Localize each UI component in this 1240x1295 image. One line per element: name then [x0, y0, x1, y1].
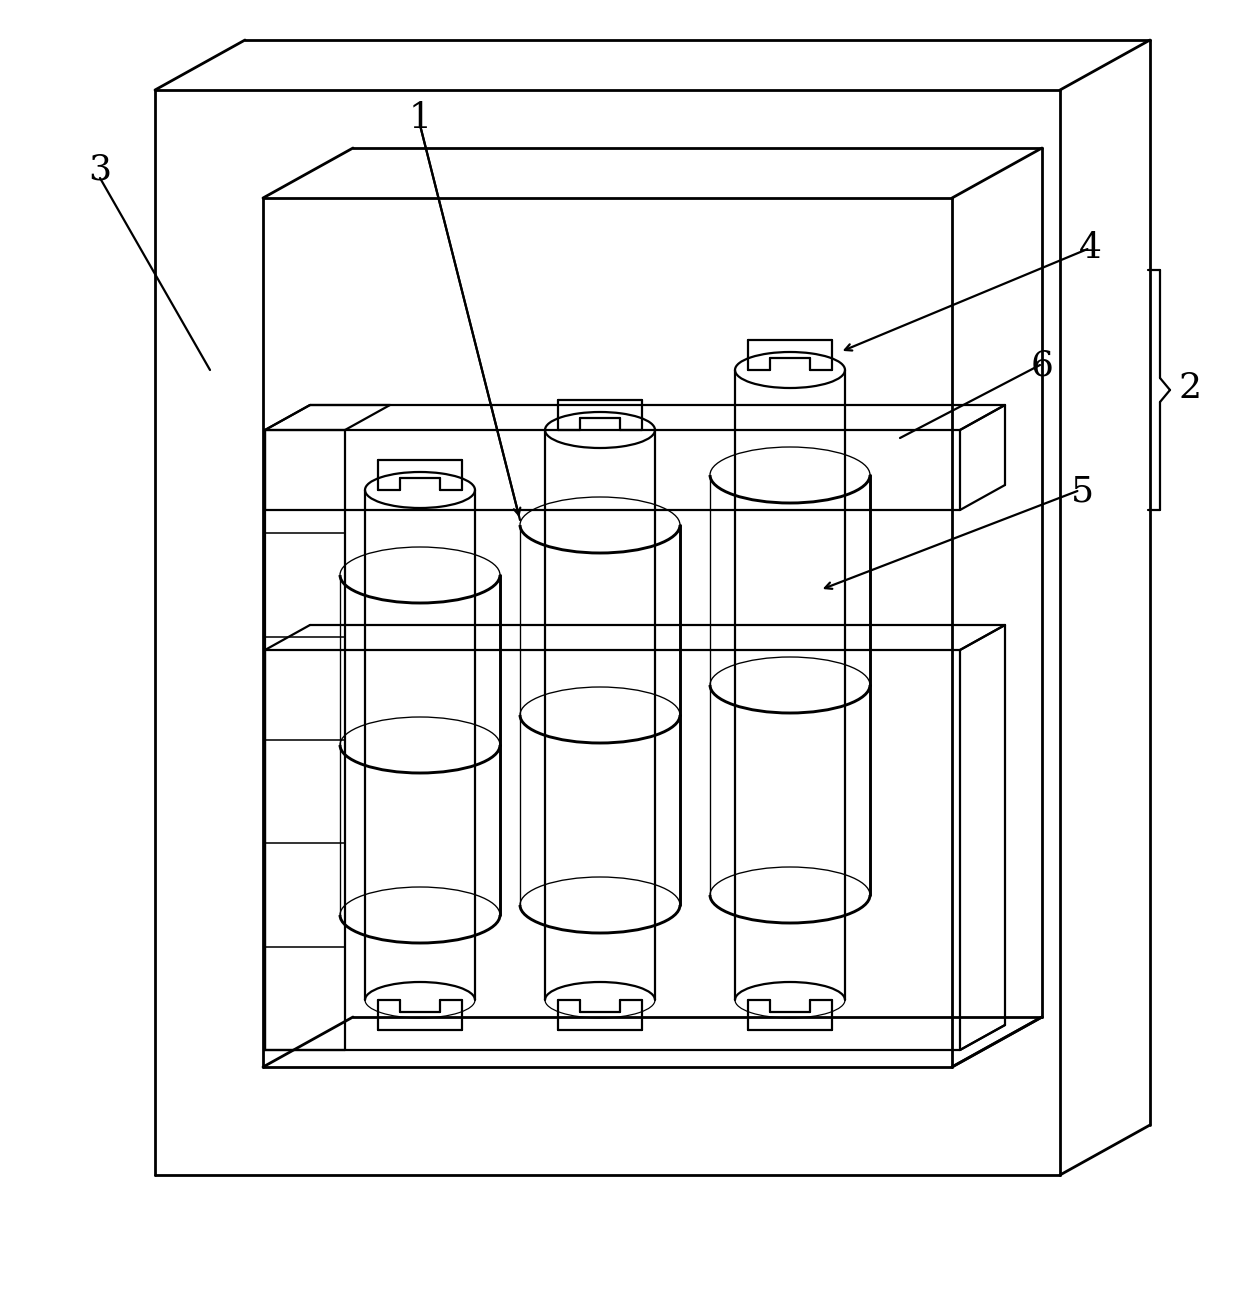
Text: 3: 3: [88, 153, 112, 186]
Text: 4: 4: [1079, 231, 1101, 265]
Text: 5: 5: [1070, 475, 1094, 509]
Text: 2: 2: [1178, 370, 1202, 405]
Text: 6: 6: [1030, 348, 1054, 382]
Text: 1: 1: [408, 101, 432, 135]
